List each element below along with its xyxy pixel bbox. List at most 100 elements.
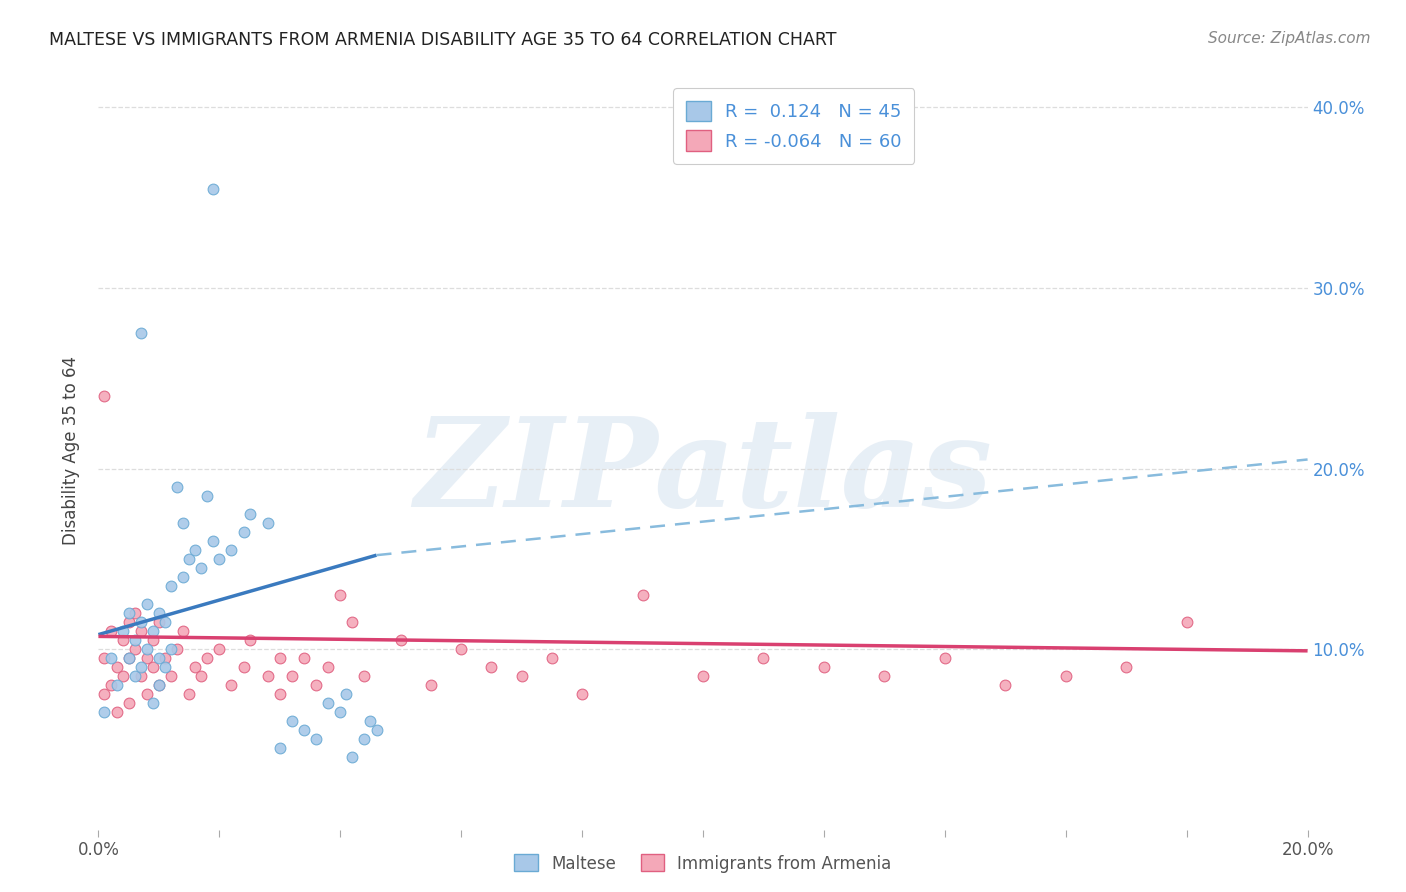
Point (129, 615, 152, 629)
Point (1054, 669, 1077, 683)
Point (100, 678, 122, 692)
Point (208, 642, 231, 657)
Point (190, 669, 212, 683)
Point (129, 669, 152, 683)
Point (135, 642, 157, 657)
Point (135, 651, 157, 665)
Point (208, 551, 231, 566)
Point (160, 642, 183, 657)
Point (232, 660, 254, 674)
Point (232, 524, 254, 539)
Point (994, 678, 1017, 692)
Point (366, 723, 388, 738)
Point (142, 696, 165, 710)
Point (93, 687, 115, 701)
Point (692, 669, 714, 683)
Point (1115, 660, 1137, 674)
Point (450, 642, 472, 657)
Point (631, 588, 654, 602)
Point (160, 579, 183, 593)
Point (292, 723, 315, 738)
Point (510, 669, 533, 683)
Point (873, 669, 896, 683)
Point (813, 660, 835, 674)
Point (172, 624, 194, 638)
Point (124, 669, 146, 683)
Point (118, 651, 141, 665)
Point (100, 651, 122, 665)
Point (256, 669, 278, 683)
Point (93, 705, 115, 719)
Point (481, 660, 503, 674)
Point (316, 660, 339, 674)
Point (360, 714, 382, 729)
Point (179, 551, 201, 566)
Point (93, 651, 115, 665)
Point (281, 669, 304, 683)
Point (153, 660, 176, 674)
Point (166, 642, 188, 657)
Point (129, 326, 152, 340)
Point (202, 533, 225, 548)
Legend: R =  0.124   N = 45, R = -0.064   N = 60: R = 0.124 N = 45, R = -0.064 N = 60 (673, 88, 914, 164)
Point (148, 678, 170, 692)
Point (142, 633, 165, 648)
Point (190, 561, 212, 575)
Point (124, 642, 146, 657)
Point (111, 633, 134, 648)
Point (93, 389, 115, 403)
Point (148, 651, 170, 665)
Point (129, 660, 152, 674)
Point (111, 669, 134, 683)
Point (172, 570, 194, 584)
Point (1175, 615, 1198, 629)
Point (256, 516, 278, 530)
Text: MALTESE VS IMMIGRANTS FROM ARMENIA DISABILITY AGE 35 TO 64 CORRELATION CHART: MALTESE VS IMMIGRANTS FROM ARMENIA DISAB… (49, 31, 837, 49)
Point (269, 687, 291, 701)
Point (335, 687, 357, 701)
Point (292, 651, 315, 665)
Point (153, 615, 176, 629)
Point (148, 678, 170, 692)
Point (172, 516, 194, 530)
Point (148, 615, 170, 629)
Point (221, 542, 243, 557)
Point (316, 696, 339, 710)
Point (353, 669, 375, 683)
Point (118, 651, 141, 665)
Point (752, 651, 775, 665)
Point (142, 624, 165, 638)
Point (305, 678, 328, 692)
Point (129, 624, 152, 638)
Point (124, 633, 146, 648)
Point (329, 705, 352, 719)
Y-axis label: Disability Age 35 to 64: Disability Age 35 to 64 (62, 356, 80, 545)
Point (184, 660, 207, 674)
Point (281, 714, 304, 729)
Point (934, 651, 956, 665)
Point (269, 651, 291, 665)
Point (105, 660, 128, 674)
Point (389, 633, 412, 648)
Point (195, 651, 218, 665)
Point (148, 606, 170, 620)
Point (540, 651, 562, 665)
Point (420, 678, 443, 692)
Point (342, 750, 364, 764)
Point (135, 597, 157, 611)
Point (166, 479, 188, 493)
Point (135, 687, 157, 701)
Point (329, 588, 352, 602)
Point (160, 669, 183, 683)
Point (153, 651, 176, 665)
Point (221, 678, 243, 692)
Point (305, 732, 328, 747)
Point (239, 633, 262, 648)
Point (239, 507, 262, 521)
Point (124, 606, 146, 620)
Point (179, 687, 201, 701)
Text: Source: ZipAtlas.com: Source: ZipAtlas.com (1208, 31, 1371, 46)
Point (342, 615, 364, 629)
Point (571, 687, 593, 701)
Point (184, 542, 207, 557)
